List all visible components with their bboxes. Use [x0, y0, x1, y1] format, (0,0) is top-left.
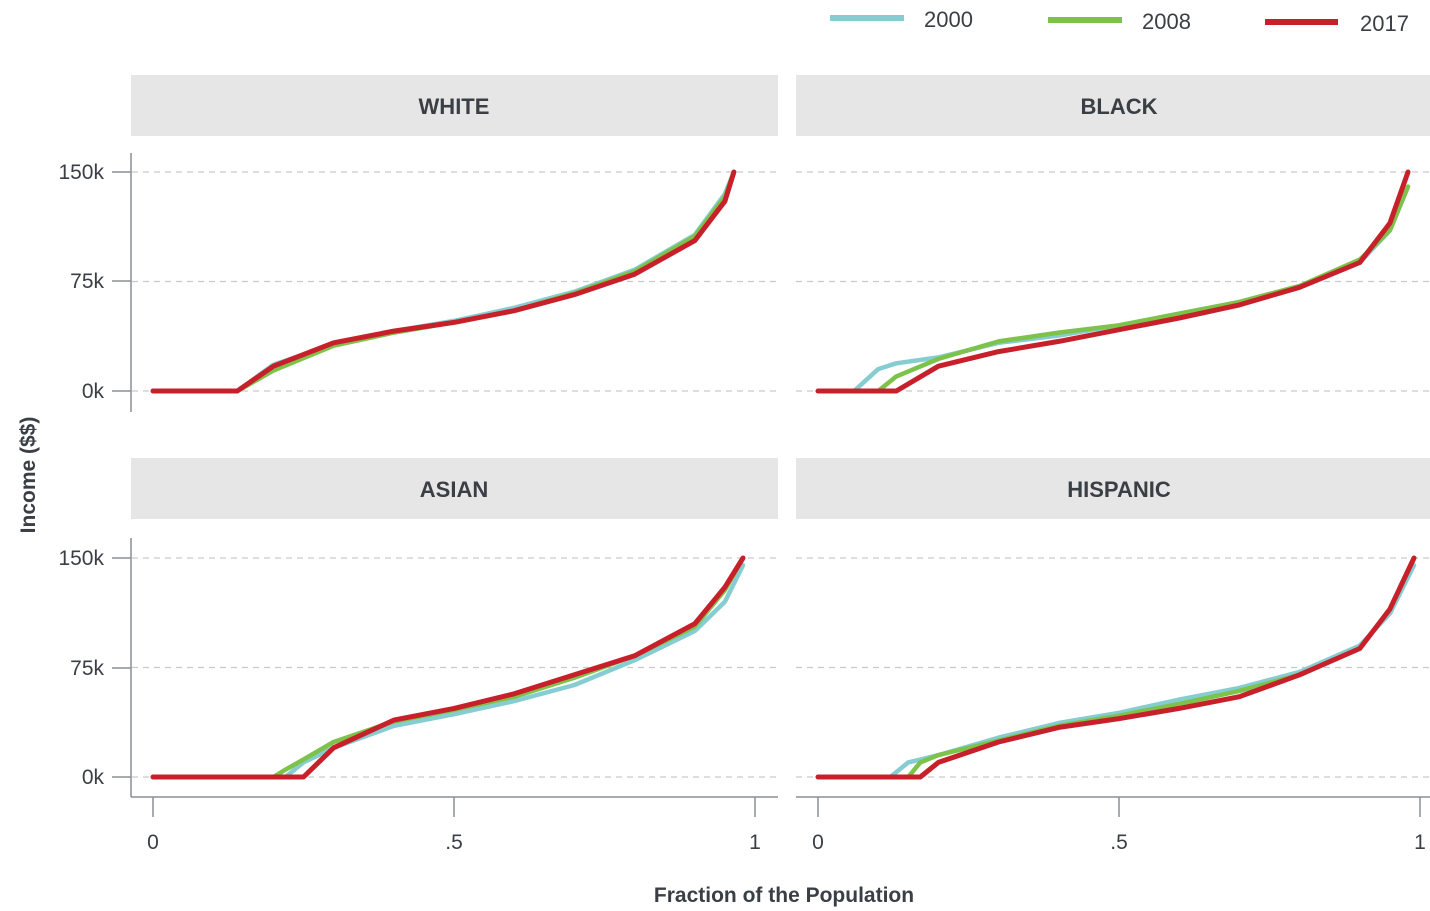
panel-hispanic — [815, 555, 1417, 780]
y-tick-label: 150k — [58, 161, 104, 184]
y-tick-label: 0k — [82, 380, 105, 403]
x-axis-left: 0 .5 1 — [131, 796, 778, 854]
facet-title-black: BLACK — [1081, 94, 1158, 119]
facet-strip-hispanic: HISPANIC — [796, 458, 1430, 519]
x-axis-title: Fraction of the Population — [654, 884, 914, 907]
x-tick-label: .5 — [445, 831, 463, 854]
series-line-2017 — [150, 169, 737, 394]
series-line-2017 — [150, 555, 746, 780]
y-tick-label: 0k — [82, 766, 105, 789]
gridlines — [132, 171, 1430, 778]
x-tick-label: 1 — [1414, 831, 1426, 854]
series-line-2000 — [150, 563, 746, 780]
legend: 2000 2008 2017 — [830, 7, 1409, 36]
legend-item-2017: 2017 — [1265, 11, 1409, 36]
y-tick-label: 75k — [70, 270, 104, 293]
facet-strip-white: WHITE — [131, 75, 778, 136]
series-line-2017 — [815, 555, 1417, 780]
series-line-2017 — [815, 169, 1411, 394]
x-tick-label: 0 — [147, 831, 159, 854]
y-tick-label: 75k — [70, 657, 104, 680]
y-axis-title: Income ($$) — [17, 417, 40, 534]
legend-item-2008: 2008 — [1048, 9, 1191, 34]
legend-item-2000: 2000 — [830, 7, 973, 32]
series-line-2000 — [815, 184, 1411, 394]
x-tick-label: .5 — [1110, 831, 1128, 854]
series-layer — [150, 169, 1417, 780]
panel-black — [815, 169, 1411, 394]
series-line-2000 — [815, 563, 1417, 780]
y-tick-label: 150k — [58, 547, 104, 570]
facet-title-hispanic: HISPANIC — [1067, 477, 1171, 502]
facet-title-asian: ASIAN — [420, 477, 488, 502]
facet-strip-black: BLACK — [796, 75, 1430, 136]
panel-white — [150, 169, 737, 394]
legend-label-2017: 2017 — [1360, 11, 1409, 36]
y-axis-bottom: 150k 75k 0k — [58, 538, 132, 797]
panel-asian — [150, 555, 746, 780]
x-tick-label: 0 — [812, 831, 824, 854]
x-axis-right: 0 .5 1 — [796, 796, 1430, 854]
legend-label-2008: 2008 — [1142, 9, 1191, 34]
y-axis-top: 150k 75k 0k — [58, 153, 132, 412]
facet-strip-asian: ASIAN — [131, 458, 778, 519]
x-tick-label: 1 — [749, 831, 761, 854]
facet-title-white: WHITE — [419, 94, 490, 119]
legend-label-2000: 2000 — [924, 7, 973, 32]
